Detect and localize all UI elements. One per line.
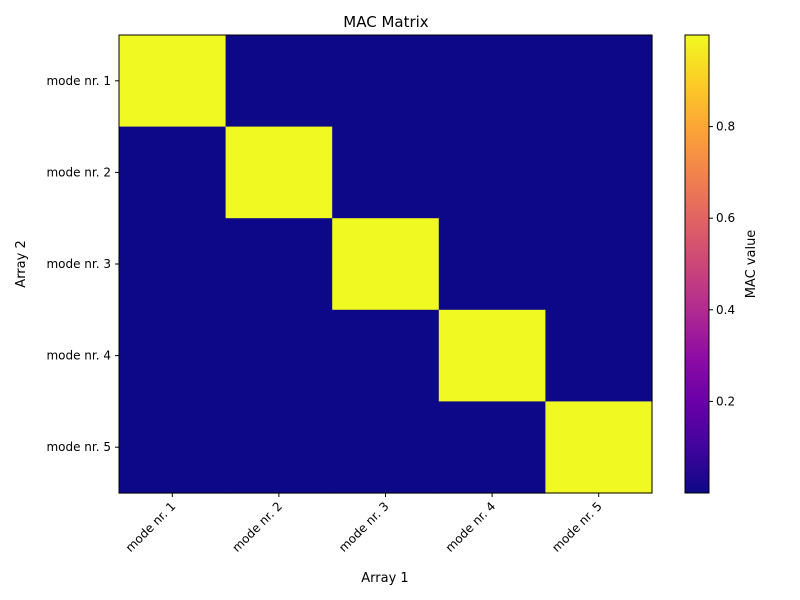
colorbar-tick-label: 0.8	[716, 120, 735, 134]
chart-title: MAC Matrix	[343, 13, 429, 31]
heatmap-cell	[119, 309, 227, 402]
heatmap-cell	[225, 126, 333, 219]
y-tick-label: mode nr. 4	[46, 349, 111, 363]
heatmap-cell	[545, 126, 653, 219]
heatmap-cell	[332, 401, 440, 494]
heatmap-cell	[119, 126, 227, 219]
heatmap-cell	[438, 218, 546, 311]
y-axis-ticks: mode nr. 1 mode nr. 2 mode nr. 3 mode nr. 4…	[46, 74, 119, 454]
heatmap-cell	[119, 401, 227, 494]
heatmap-cell	[332, 309, 440, 402]
y-tick-label: mode nr. 2	[46, 165, 111, 179]
heatmap-cell	[545, 401, 653, 494]
heatmap-cell	[119, 35, 227, 128]
heatmap-cell	[332, 126, 440, 219]
heatmap-cell	[545, 35, 653, 128]
y-tick-label: mode nr. 5	[46, 440, 111, 454]
colorbar-ticks: 0.2 0.4 0.6 0.8	[709, 120, 735, 408]
x-tick-label: mode nr. 5	[549, 499, 605, 555]
colorbar-tick-label: 0.2	[716, 394, 735, 408]
heatmap-cell	[438, 126, 546, 219]
x-tick-label: mode nr. 4	[443, 499, 499, 555]
heatmap-cell	[119, 218, 227, 311]
heatmap-cell	[225, 309, 333, 402]
colorbar-tick-label: 0.6	[716, 211, 735, 225]
heatmap-cell	[438, 35, 546, 128]
heatmap-cell	[225, 35, 333, 128]
heatmap-cell	[225, 218, 333, 311]
x-tick-label: mode nr. 3	[336, 499, 392, 555]
heatmap-cells	[119, 35, 653, 494]
heatmap-cell	[332, 218, 440, 311]
x-axis-ticks: mode nr. 1 mode nr. 2 mode nr. 3 mode nr. 4…	[123, 493, 605, 555]
y-axis-label: Array 2	[14, 240, 29, 287]
y-tick-label: mode nr. 1	[46, 74, 111, 88]
colorbar-tick-label: 0.4	[716, 303, 735, 317]
x-axis-label: Array 1	[361, 571, 408, 586]
heatmap-cell	[225, 401, 333, 494]
heatmap-cell	[438, 309, 546, 402]
colorbar-label: MAC value	[744, 230, 759, 299]
x-tick-label: mode nr. 1	[123, 499, 179, 555]
y-tick-label: mode nr. 3	[46, 257, 111, 271]
heatmap-cell	[545, 309, 653, 402]
x-tick-label: mode nr. 2	[229, 499, 285, 555]
colorbar	[684, 34, 710, 494]
heatmap-cell	[545, 218, 653, 311]
heatmap-cell	[332, 35, 440, 128]
heatmap-cell	[438, 401, 546, 494]
